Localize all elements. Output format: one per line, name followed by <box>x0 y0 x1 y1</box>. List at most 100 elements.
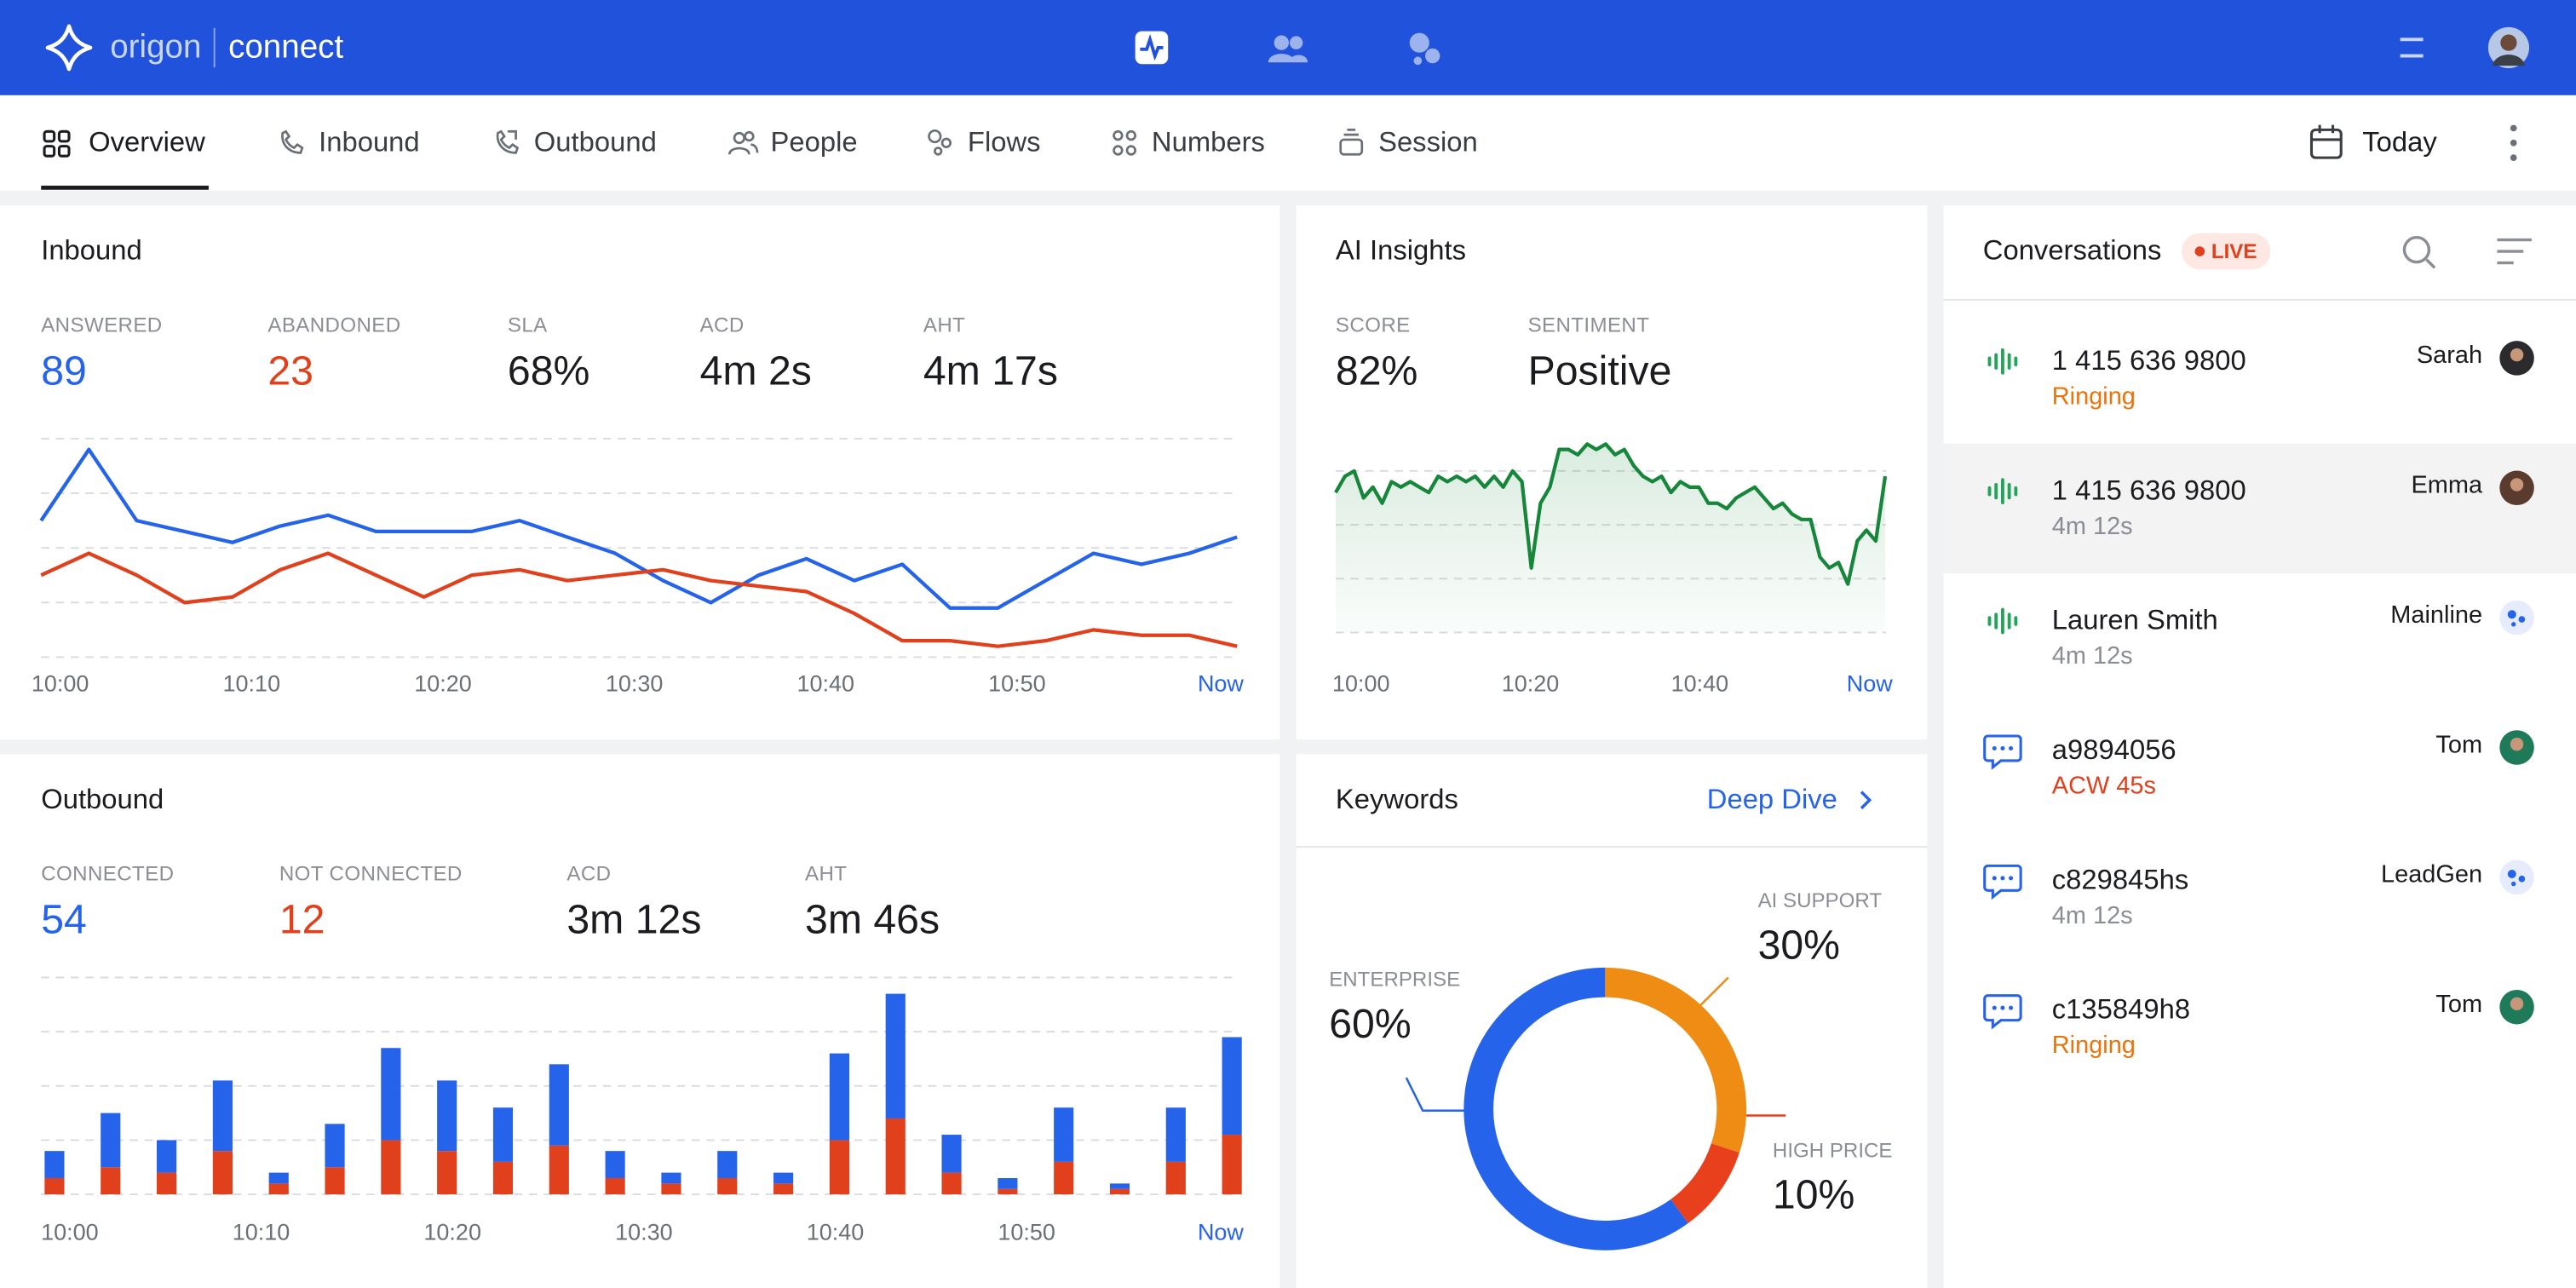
stat-value: 23 <box>267 348 313 394</box>
x-tick-label: 10:30 <box>615 1219 673 1245</box>
divider <box>213 27 216 68</box>
bar-segment <box>661 1172 681 1184</box>
x-tick-label: 10:00 <box>1332 670 1390 696</box>
bar-segment <box>212 1151 233 1195</box>
stat-value: Positive <box>1527 348 1672 394</box>
activity-icon[interactable] <box>1134 30 1170 66</box>
agent: Sarah <box>2416 342 2483 370</box>
slice-label: HIGH PRICE <box>1773 1139 1893 1162</box>
caller: 1 415 636 9800 <box>2051 474 2246 506</box>
chevron[interactable] <box>1860 791 1872 810</box>
area <box>1335 444 1886 633</box>
tab[interactable]: Numbers <box>1151 126 1265 158</box>
tab[interactable]: Flows <box>967 126 1041 158</box>
stat-value: 68% <box>507 348 590 394</box>
chat-dot <box>2009 745 2014 750</box>
panel-title: Outbound <box>41 783 164 815</box>
slice-label: AI SUPPORT <box>1758 889 1883 912</box>
panel-title: AI Insights <box>1335 234 1467 267</box>
stat-value: 89 <box>41 348 87 394</box>
agent: Tom <box>2435 731 2483 759</box>
avatar-face <box>2510 997 2524 1011</box>
row-icons <box>1983 730 2534 770</box>
bar-segment <box>44 1177 65 1195</box>
line <box>1334 442 1888 586</box>
x-tick-label: 10:20 <box>1502 670 1560 696</box>
bar-segment <box>941 1135 962 1173</box>
stat-label: ACD <box>566 862 612 886</box>
chat-dot <box>2000 1005 2005 1010</box>
row-icons <box>1987 470 2534 506</box>
bot-dot <box>2518 616 2526 623</box>
tab[interactable]: Outbound <box>533 126 657 158</box>
leader-line <box>1699 976 1729 1007</box>
bot-dot <box>2511 622 2516 627</box>
stat-value: 4m 2s <box>699 348 812 394</box>
people-icon[interactable] <box>1267 32 1309 67</box>
donut-segment <box>1670 1142 1739 1223</box>
stat-label: SENTIMENT <box>1527 313 1650 337</box>
caller: 1 415 636 9800 <box>2051 344 2246 377</box>
bar-segment <box>101 1167 121 1195</box>
call-status: ACW 45s <box>2051 772 2156 801</box>
bar-segment <box>1222 1037 1242 1136</box>
stat-value: 3m 12s <box>566 896 702 943</box>
caller: c829845hs <box>2051 864 2189 896</box>
x-tick-label: 10:10 <box>223 670 281 696</box>
stat-label: CONNECTED <box>41 862 175 886</box>
bar-segment <box>268 1183 289 1195</box>
chat-icon <box>1983 864 2022 900</box>
top-bar: origon connect <box>0 0 2576 95</box>
stat-label: ACD <box>699 313 745 337</box>
bar-segment <box>1054 1161 1074 1195</box>
bar-segment <box>1165 1161 1186 1195</box>
tab-bar: Overview Inbound Outbound People Flows N… <box>0 95 2576 191</box>
x-tick-label: 10:40 <box>1671 670 1729 696</box>
agent: Emma <box>2411 471 2483 500</box>
bar-segment <box>437 1151 457 1195</box>
avatar-face <box>2510 348 2524 362</box>
selected-row <box>1943 443 2576 574</box>
donut-segment <box>1463 967 1688 1251</box>
brand: origon <box>110 29 202 66</box>
deep-dive-link[interactable]: Deep Dive <box>1706 783 1837 815</box>
menu-icon[interactable] <box>2399 36 2425 59</box>
x-tick-label: Now <box>1198 1219 1244 1245</box>
bar-segment <box>44 1151 65 1178</box>
date-filter[interactable]: Today <box>2362 126 2437 158</box>
divider <box>1296 846 1928 848</box>
agent-avatar <box>2499 860 2534 895</box>
panel-title: Keywords <box>1335 783 1458 815</box>
slice-value: 30% <box>1758 923 1840 969</box>
x-tick-label: 10:40 <box>807 1219 865 1245</box>
slice-value: 60% <box>1329 1001 1411 1047</box>
bar-segment <box>605 1151 625 1178</box>
bar-segment <box>885 1118 906 1195</box>
bar-segment <box>101 1113 121 1168</box>
agent: Tom <box>2435 990 2483 1019</box>
chat-dot <box>2009 1005 2014 1010</box>
stat-value: 12 <box>279 896 325 943</box>
x-tick-label: 10:30 <box>606 670 664 696</box>
x-tick-label: 10:50 <box>998 1219 1055 1245</box>
stat-label: ABANDONED <box>267 313 401 337</box>
tab[interactable]: Session <box>1378 126 1478 158</box>
tab[interactable]: Overview <box>89 126 205 158</box>
chat-dot <box>2000 876 2005 881</box>
user-avatar[interactable] <box>2487 26 2530 69</box>
avatar-face <box>2510 737 2524 751</box>
stat-label: AHT <box>804 862 848 886</box>
tab[interactable]: People <box>770 126 858 158</box>
bar-segment <box>717 1151 738 1178</box>
bar-segment <box>157 1172 177 1195</box>
stat-label: ANSWERED <box>41 313 163 337</box>
bar-segment <box>773 1172 794 1184</box>
logo-icon <box>45 24 93 72</box>
tab[interactable]: Inbound <box>319 126 420 158</box>
bar-segment <box>325 1167 345 1195</box>
bar-segment <box>157 1140 177 1173</box>
bubbles-icon[interactable] <box>1406 30 1442 69</box>
bot-dot <box>2507 610 2516 619</box>
toolbar-icons[interactable] <box>2402 235 2532 269</box>
bar-segment <box>1109 1183 1130 1189</box>
